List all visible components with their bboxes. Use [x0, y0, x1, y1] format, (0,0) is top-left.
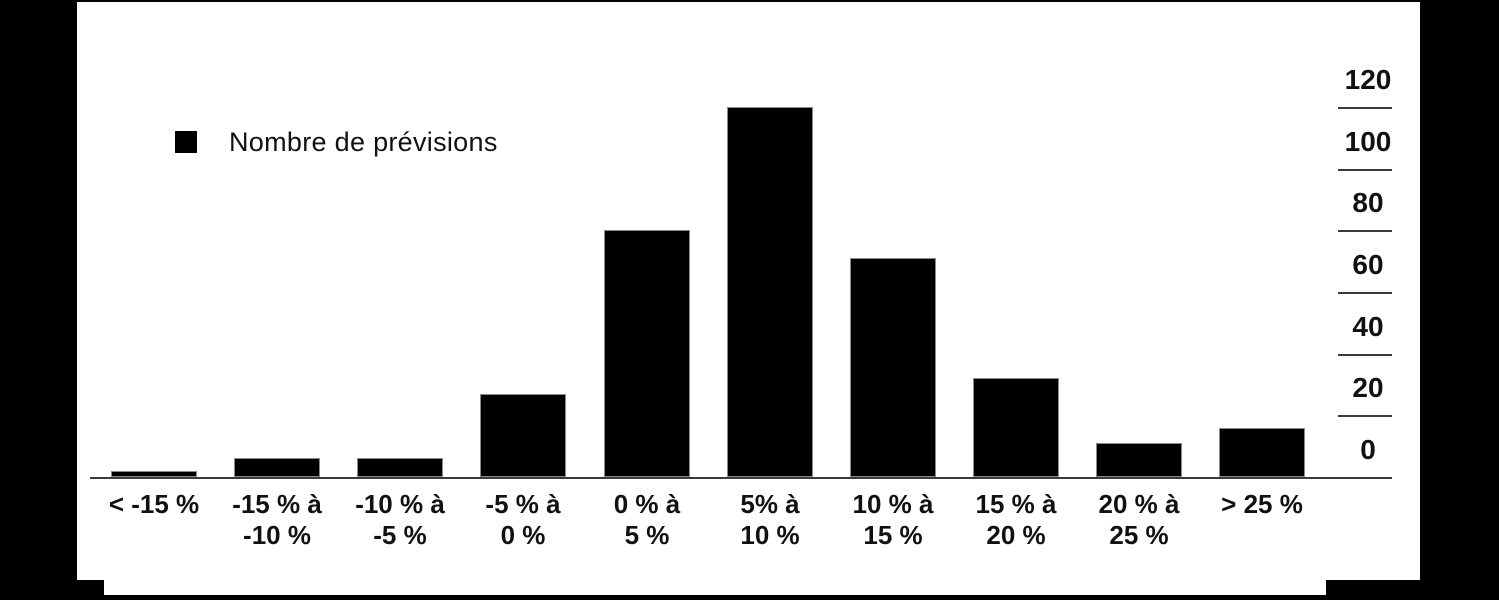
y-tick-label-100: 100	[1344, 126, 1392, 157]
frame-notch-right	[1326, 580, 1421, 600]
x-tick-label-1: -15 % à -10 %	[232, 489, 322, 550]
y-tick-120	[1338, 107, 1392, 109]
y-tick-label-0: 0	[1360, 434, 1376, 465]
chart-panel: Nombre de prévisions 0 20 40 60 80 100 120 < -…	[77, 2, 1420, 595]
x-tick-label-2: -10 % à -5 %	[355, 489, 445, 550]
y-tick-80	[1338, 230, 1392, 232]
legend: Nombre de prévisions	[175, 120, 498, 164]
bar-7	[973, 378, 1059, 477]
x-axis-line	[90, 477, 1392, 479]
y-tick-20	[1338, 415, 1392, 417]
y-tick-label-20: 20	[1352, 372, 1384, 403]
bar-1	[234, 458, 320, 477]
y-tick-60	[1338, 292, 1392, 294]
bar-5	[727, 107, 813, 477]
y-tick-label-120: 120	[1344, 64, 1392, 95]
x-tick-label-8: 20 % à 25 %	[1098, 489, 1180, 550]
legend-label: Nombre de prévisions	[229, 126, 498, 157]
x-tick-label-0: < -15 %	[108, 489, 200, 519]
x-tick-label-6: 10 % à 15 %	[852, 489, 934, 550]
y-tick-label-80: 80	[1352, 187, 1384, 218]
x-tick-label-5: 5% à 10 %	[740, 489, 800, 550]
x-tick-label-9: > 25 %	[1221, 489, 1303, 519]
x-tick-label-7: 15 % à 20 %	[975, 489, 1057, 550]
y-tick-label-40: 40	[1352, 311, 1384, 342]
bar-3	[480, 394, 566, 477]
bar-2	[357, 458, 443, 477]
y-tick-label-60: 60	[1352, 249, 1384, 280]
bar-9	[1219, 428, 1305, 477]
frame-notch-left	[77, 580, 104, 600]
bar-0	[111, 471, 197, 477]
y-tick-40	[1338, 354, 1392, 356]
bar-8	[1096, 443, 1182, 477]
y-tick-100	[1338, 169, 1392, 171]
bar-6	[850, 258, 936, 477]
legend-swatch	[175, 131, 197, 153]
bar-4	[604, 230, 690, 477]
